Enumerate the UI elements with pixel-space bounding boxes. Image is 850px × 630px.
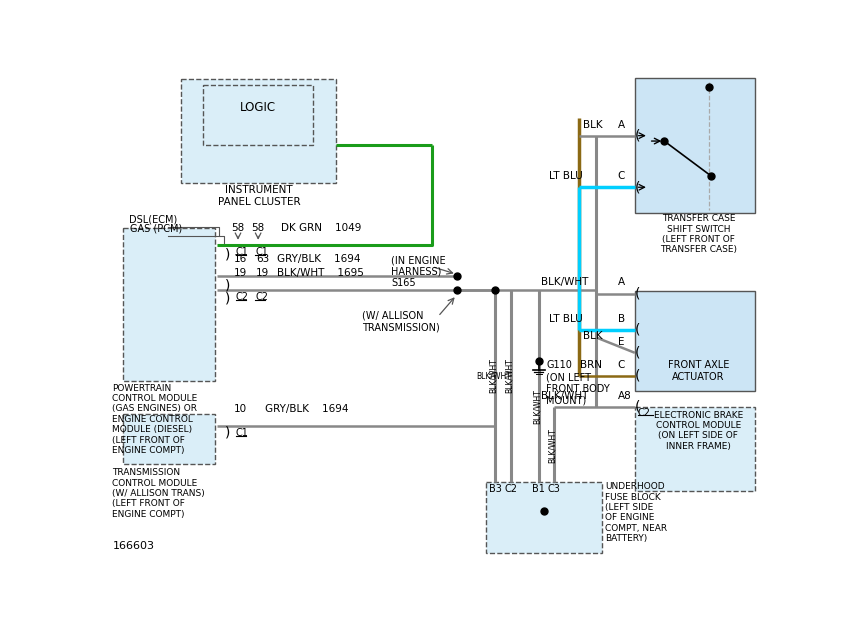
Text: 166603: 166603 bbox=[112, 541, 155, 551]
Text: BLK/WHT: BLK/WHT bbox=[505, 358, 513, 393]
Text: DSL(ECM): DSL(ECM) bbox=[129, 214, 178, 224]
Text: BLK/WHT: BLK/WHT bbox=[490, 358, 498, 393]
Text: DK GRN    1049: DK GRN 1049 bbox=[280, 224, 361, 234]
Text: 16: 16 bbox=[234, 255, 247, 264]
Text: G110
(ON LEFT
FRONT BODY
MOUNT): G110 (ON LEFT FRONT BODY MOUNT) bbox=[547, 360, 610, 405]
Bar bbox=[181, 79, 337, 183]
Text: BRN: BRN bbox=[581, 360, 603, 370]
Bar bbox=[635, 407, 755, 491]
Text: C2: C2 bbox=[504, 484, 518, 494]
Text: B: B bbox=[618, 314, 625, 324]
Text: 58: 58 bbox=[231, 224, 245, 234]
Text: E: E bbox=[618, 336, 624, 346]
Text: BLK: BLK bbox=[582, 120, 603, 130]
Text: (: ( bbox=[635, 129, 640, 142]
Bar bbox=[203, 85, 313, 145]
Text: A: A bbox=[618, 120, 625, 130]
Text: TRANSMISSION
CONTROL MODULE
(W/ ALLISON TRANS)
(LEFT FRONT OF
ENGINE COMPT): TRANSMISSION CONTROL MODULE (W/ ALLISON … bbox=[112, 468, 205, 519]
Text: 63: 63 bbox=[256, 255, 269, 264]
Text: (: ( bbox=[635, 287, 640, 301]
Text: BLK/WHT: BLK/WHT bbox=[541, 391, 588, 401]
Text: BLK/WHT: BLK/WHT bbox=[533, 389, 541, 424]
Text: BLK/WHT: BLK/WHT bbox=[476, 372, 511, 381]
Text: GAS (PCM): GAS (PCM) bbox=[129, 224, 182, 234]
Text: BLK/WHT    1695: BLK/WHT 1695 bbox=[277, 268, 364, 278]
Text: C3: C3 bbox=[547, 484, 561, 494]
Text: (: ( bbox=[635, 369, 640, 383]
Text: C2: C2 bbox=[235, 292, 249, 302]
Text: ): ) bbox=[225, 426, 230, 440]
Text: (W/ ALLISON
TRANSMISSION): (W/ ALLISON TRANSMISSION) bbox=[362, 311, 439, 332]
Text: ): ) bbox=[225, 292, 230, 306]
Text: C: C bbox=[618, 360, 625, 370]
Text: B1: B1 bbox=[532, 484, 545, 494]
Text: B3: B3 bbox=[489, 484, 501, 494]
Text: LT BLU: LT BLU bbox=[549, 314, 583, 324]
Bar bbox=[635, 291, 755, 391]
Text: A8: A8 bbox=[618, 391, 632, 401]
Text: LT BLU: LT BLU bbox=[549, 171, 583, 181]
Text: LOGIC: LOGIC bbox=[240, 101, 276, 115]
Text: GRY/BLK    1694: GRY/BLK 1694 bbox=[277, 255, 360, 264]
Text: ELECTRONIC BRAKE
CONTROL MODULE
(ON LEFT SIDE OF
INNER FRAME): ELECTRONIC BRAKE CONTROL MODULE (ON LEFT… bbox=[654, 411, 743, 450]
Text: GRY/BLK    1694: GRY/BLK 1694 bbox=[265, 404, 348, 415]
Text: ): ) bbox=[225, 248, 230, 261]
Bar bbox=[635, 78, 755, 213]
Text: INSTRUMENT
PANEL CLUSTER: INSTRUMENT PANEL CLUSTER bbox=[218, 185, 300, 207]
Text: C2: C2 bbox=[638, 408, 651, 418]
Text: ): ) bbox=[225, 278, 230, 292]
Text: C: C bbox=[618, 171, 625, 181]
Text: BLK/WHT: BLK/WHT bbox=[548, 428, 557, 462]
Bar bbox=[486, 482, 603, 553]
Bar bbox=[123, 228, 215, 381]
Text: UNDERHOOD
FUSE BLOCK
(LEFT SIDE
OF ENGINE
COMPT, NEAR
BATTERY): UNDERHOOD FUSE BLOCK (LEFT SIDE OF ENGIN… bbox=[605, 482, 667, 543]
Text: (: ( bbox=[635, 346, 640, 360]
Text: C2: C2 bbox=[255, 292, 268, 302]
Text: 10: 10 bbox=[234, 404, 247, 415]
Text: C1: C1 bbox=[235, 248, 248, 257]
Text: (: ( bbox=[635, 180, 640, 194]
Text: TRANSFER CASE
SHIFT SWITCH
(LEFT FRONT OF
TRANSFER CASE): TRANSFER CASE SHIFT SWITCH (LEFT FRONT O… bbox=[660, 214, 737, 255]
Bar bbox=[123, 415, 215, 464]
Text: C1: C1 bbox=[235, 428, 248, 438]
Text: 58: 58 bbox=[252, 224, 264, 234]
Text: (: ( bbox=[635, 323, 640, 336]
Text: POWERTRAIN
CONTROL MODULE
(GAS ENGINES) OR
ENGINE CONTROL
MODULE (DIESEL)
(LEFT : POWERTRAIN CONTROL MODULE (GAS ENGINES) … bbox=[112, 384, 198, 455]
Text: 19: 19 bbox=[256, 268, 269, 278]
Text: C1: C1 bbox=[255, 248, 268, 257]
Text: A: A bbox=[618, 277, 625, 287]
Text: BLK: BLK bbox=[582, 331, 603, 341]
Text: FRONT AXLE
ACTUATOR: FRONT AXLE ACTUATOR bbox=[667, 360, 729, 382]
Text: 19: 19 bbox=[234, 268, 247, 278]
Text: (IN ENGINE
HARNESS)
S165: (IN ENGINE HARNESS) S165 bbox=[392, 255, 446, 288]
Text: BLK/WHT: BLK/WHT bbox=[541, 277, 588, 287]
Text: (: ( bbox=[635, 399, 640, 414]
